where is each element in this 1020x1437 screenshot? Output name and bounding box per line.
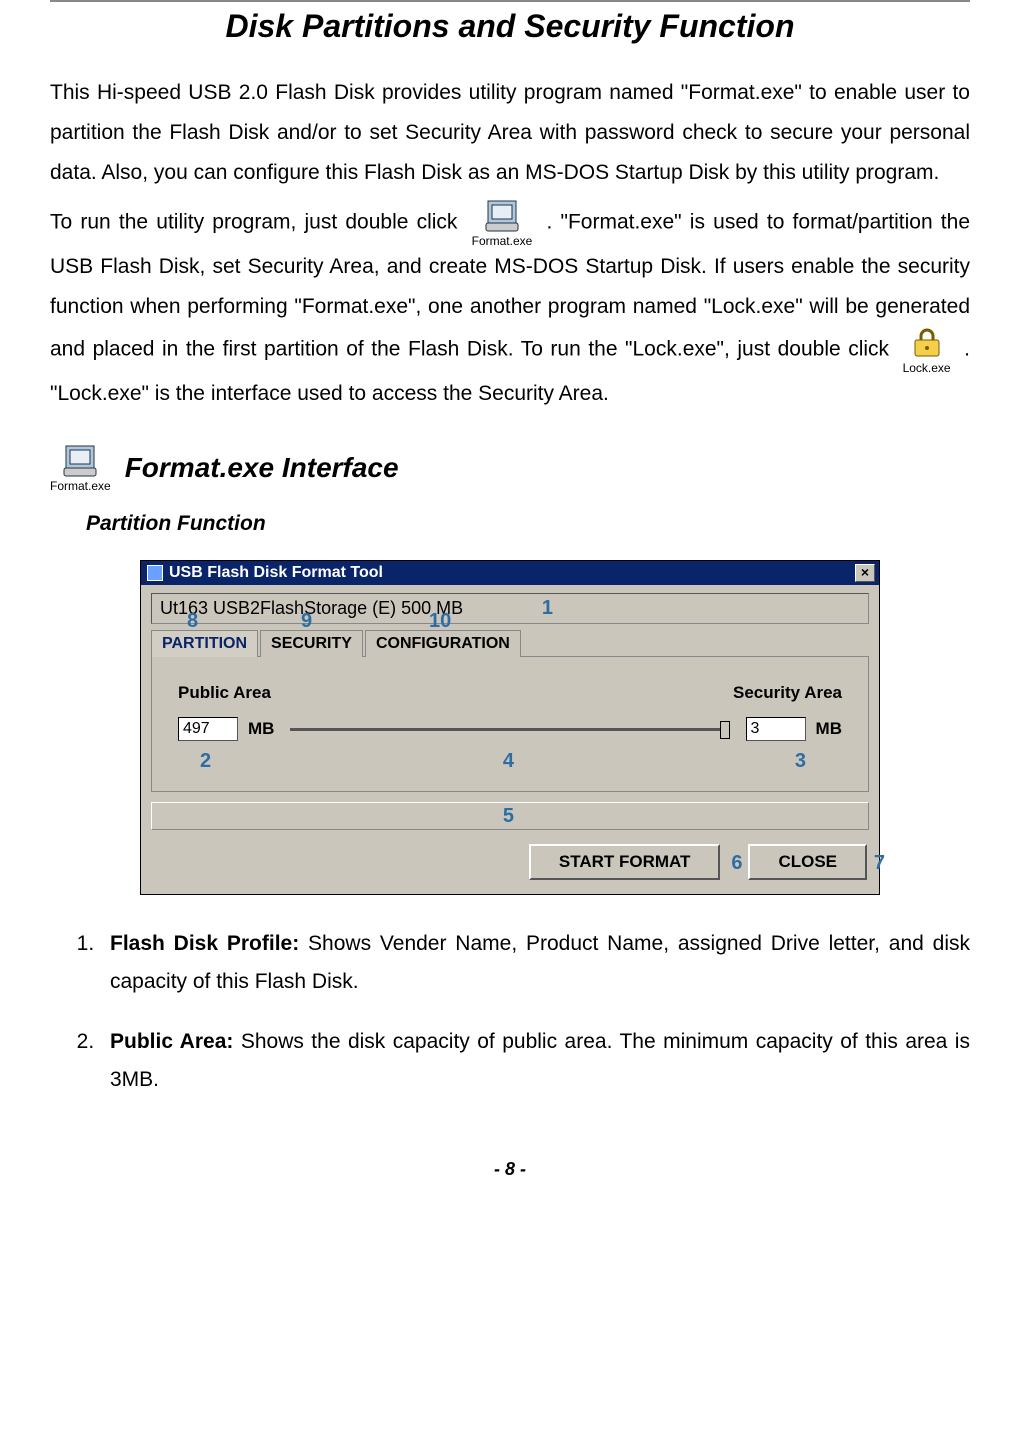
format-exe-caption: Format.exe [472, 235, 533, 247]
close-label: CLOSE [778, 852, 837, 871]
section-subtitle: Partition Function [86, 512, 970, 536]
li1-label: Flash Disk Profile: [110, 932, 299, 955]
tab-partition[interactable]: PARTITION [151, 630, 258, 657]
lock-exe-caption: Lock.exe [903, 362, 951, 374]
close-icon[interactable]: × [855, 564, 875, 582]
start-format-button[interactable]: START FORMAT 6 [529, 844, 721, 880]
tab-strip: 8 9 10 PARTITION SECURITY CONFIGURATION [151, 630, 869, 657]
flash-disk-profile: Ut163 USB2FlashStorage (E) 500 MB 1 [151, 593, 869, 624]
security-area-value[interactable]: 3 [746, 717, 806, 741]
format-exe-icon: Format.exe [472, 199, 533, 247]
intro-paragraph-2: To run the utility program, just double … [50, 199, 970, 415]
annotation-4: 4 [503, 750, 514, 773]
start-format-label: START FORMAT [559, 852, 691, 871]
format-exe-section-caption: Format.exe [50, 480, 111, 492]
status-bar: 5 [151, 802, 869, 830]
page-number: - 8 - [50, 1159, 970, 1180]
slider-thumb[interactable] [720, 721, 730, 739]
list-item: Public Area: Shows the disk capacity of … [100, 1023, 970, 1099]
annotation-5: 5 [503, 805, 514, 828]
annotation-7: 7 [874, 852, 885, 875]
intro-paragraph-1: This Hi-speed USB 2.0 Flash Disk provide… [50, 73, 970, 193]
li2-text: Shows the disk capacity of public area. … [110, 1030, 970, 1091]
li2-label: Public Area: [110, 1030, 233, 1053]
page-title: Disk Partitions and Security Function [50, 8, 970, 45]
public-area-value[interactable]: 497 [178, 717, 238, 741]
security-area-label: Security Area [733, 683, 842, 703]
list-item: Flash Disk Profile: Shows Vender Name, P… [100, 925, 970, 1001]
description-list: Flash Disk Profile: Shows Vender Name, P… [76, 925, 970, 1098]
security-mb-label: MB [816, 719, 842, 739]
public-area-label: Public Area [178, 683, 271, 703]
window-title: USB Flash Disk Format Tool [169, 564, 383, 582]
window-titlebar: USB Flash Disk Format Tool × [141, 561, 879, 585]
intro-p2a: To run the utility program, just double … [50, 210, 466, 233]
annotation-3: 3 [795, 750, 806, 773]
format-exe-section-icon: Format.exe [50, 444, 111, 492]
section-title: Format.exe Interface [125, 452, 399, 484]
format-tool-window: USB Flash Disk Format Tool × Ut163 USB2F… [140, 560, 880, 895]
tab-configuration[interactable]: CONFIGURATION [365, 630, 521, 657]
annotation-2: 2 [200, 750, 211, 773]
close-button[interactable]: CLOSE 7 [748, 844, 867, 880]
tab-body: Public Area Security Area 497 MB 3 MB 2 … [151, 656, 869, 792]
partition-slider[interactable] [290, 728, 729, 731]
lock-exe-icon: Lock.exe [903, 326, 951, 374]
annotation-1: 1 [542, 597, 553, 620]
annotation-6: 6 [731, 852, 742, 875]
tab-security[interactable]: SECURITY [260, 630, 363, 657]
window-icon [147, 565, 163, 581]
public-mb-label: MB [248, 719, 274, 739]
